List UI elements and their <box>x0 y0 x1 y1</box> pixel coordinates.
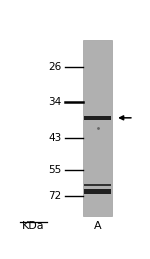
Text: 43: 43 <box>48 133 62 143</box>
Bar <box>83 40 112 215</box>
Text: A: A <box>94 220 101 231</box>
Bar <box>84 116 111 120</box>
Text: 55: 55 <box>48 165 62 175</box>
Text: KDa: KDa <box>21 220 44 231</box>
Text: 26: 26 <box>48 62 62 72</box>
Bar <box>84 189 111 194</box>
Text: 72: 72 <box>48 191 62 201</box>
Bar <box>84 184 111 186</box>
Text: 34: 34 <box>48 97 62 107</box>
